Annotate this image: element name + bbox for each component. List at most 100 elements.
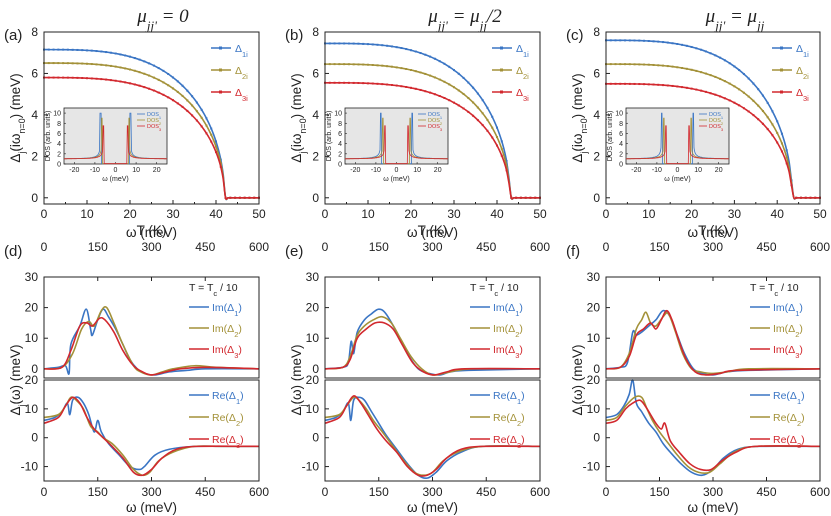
gap-point-2 (181, 94, 184, 97)
gap-point-1 (328, 42, 331, 45)
gap-point-3 (719, 95, 722, 98)
gap-point-3 (453, 101, 455, 104)
gap-point-1 (395, 46, 398, 49)
x-tick-label: 450 (195, 485, 215, 499)
legend-label: Δ3i (516, 87, 529, 103)
gap-point-3 (652, 83, 655, 86)
gap-point-1 (129, 55, 131, 58)
gap-point-1 (191, 95, 194, 98)
x-tick-label: 50 (813, 207, 827, 221)
gap-curve-2 (606, 63, 821, 200)
inset-y-tick-label: 6 (619, 131, 623, 138)
inset-x-tick-label: 10 (413, 167, 421, 174)
gap-point-3 (814, 196, 817, 199)
re-gap-curve-1 (605, 379, 821, 477)
temperature-annotation: T = Tc / 10 (189, 282, 238, 298)
gap-point-3 (57, 76, 60, 79)
re-y-tick-label: 0 (31, 431, 38, 445)
inset-y-label: DOS (arb. units) (45, 111, 52, 162)
gap-point-2 (462, 93, 465, 96)
gap-point-2 (700, 71, 703, 74)
gap-point-1 (486, 106, 489, 109)
x-axis-label: ω (meV) (407, 500, 458, 515)
gap-point-2 (352, 63, 355, 66)
gap-point-3 (472, 114, 475, 117)
gap-point-1 (352, 42, 355, 45)
gap-point-1 (90, 49, 93, 52)
top-x-tick-label: 150 (88, 240, 108, 254)
top-x-tick-label: 450 (476, 240, 496, 254)
x-tick-label: 450 (756, 485, 776, 499)
dos-curve-3 (64, 125, 167, 165)
gap-point-3 (638, 83, 641, 86)
gap-point-1 (57, 48, 60, 51)
gap-point-2 (666, 65, 669, 68)
gap-point-3 (109, 79, 112, 82)
gap-point-2 (704, 72, 707, 75)
re-y-tick-label: 0 (312, 431, 319, 445)
im-gap-curve-2 (324, 315, 541, 376)
gap-point-1 (81, 49, 84, 52)
re-y-tick-label: 20 (587, 373, 601, 387)
legend-marker (500, 46, 503, 50)
gap-curve-3 (43, 76, 260, 200)
gap-point-3 (114, 79, 117, 82)
gap-point-2 (638, 63, 641, 66)
gap-point-1 (643, 39, 646, 42)
gap-point-2 (633, 63, 636, 66)
gap-point-1 (133, 57, 136, 60)
x-axis-label: ω (meV) (126, 500, 177, 515)
gap-point-1 (157, 67, 160, 70)
gap-point-1 (747, 77, 750, 80)
inset-x-tick-label: 0 (114, 167, 118, 174)
gap-point-3 (657, 83, 660, 86)
gap-point-1 (609, 39, 612, 42)
gap-point-2 (752, 99, 755, 102)
gap-point-3 (757, 118, 760, 121)
inset-y-tick-label: 8 (338, 121, 342, 128)
gap-point-2 (443, 80, 446, 83)
gap-point-2 (109, 64, 112, 67)
gap-point-2 (453, 86, 455, 89)
legend-label: Δ3i (796, 87, 809, 103)
gap-point-3 (799, 196, 802, 199)
gap-point-2 (695, 69, 698, 72)
y-tick-label: 0 (31, 191, 38, 205)
gap-point-2 (624, 63, 627, 66)
gap-curve-3 (605, 83, 821, 200)
panel-label: (e) (285, 243, 303, 260)
im-plot-frame (605, 276, 821, 379)
gap-point-2 (681, 66, 684, 69)
gap-point-1 (742, 73, 745, 76)
x-tick-label: 450 (476, 485, 496, 499)
gap-point-1 (376, 43, 379, 46)
gap-point-2 (195, 110, 198, 113)
gap-point-3 (253, 196, 256, 199)
im-gap-curve-1 (324, 308, 541, 376)
gap-point-3 (367, 82, 369, 85)
gap-point-1 (186, 89, 189, 92)
x-tick-label: 50 (252, 207, 266, 221)
inset-y-tick-label: 4 (338, 141, 342, 148)
gap-point-3 (496, 144, 498, 147)
gap-point-2 (62, 62, 65, 65)
inset-x-label: ω (meV) (383, 176, 409, 183)
inset-x-label: ω (meV) (664, 176, 690, 183)
legend-marker (219, 90, 222, 94)
gap-point-1 (719, 56, 722, 59)
gap-point-1 (400, 47, 403, 50)
inset-x-tick-label: 20 (153, 167, 161, 174)
re-plot-frame (324, 379, 541, 482)
y-tick-label: 8 (312, 25, 319, 39)
gap-point-1 (676, 42, 679, 45)
re-legend-label: Re(Δ3) (773, 434, 805, 450)
gap-point-2 (486, 118, 489, 121)
gap-point-2 (386, 65, 389, 68)
gap-point-3 (500, 154, 503, 157)
gap-point-1 (343, 42, 346, 45)
re-legend-label: Re(Δ3) (493, 434, 525, 450)
x-tick-label: 0 (322, 485, 329, 499)
gap-point-2 (215, 145, 217, 148)
inset-x-tick-label: -20 (69, 167, 79, 174)
gap-point-3 (424, 90, 427, 93)
